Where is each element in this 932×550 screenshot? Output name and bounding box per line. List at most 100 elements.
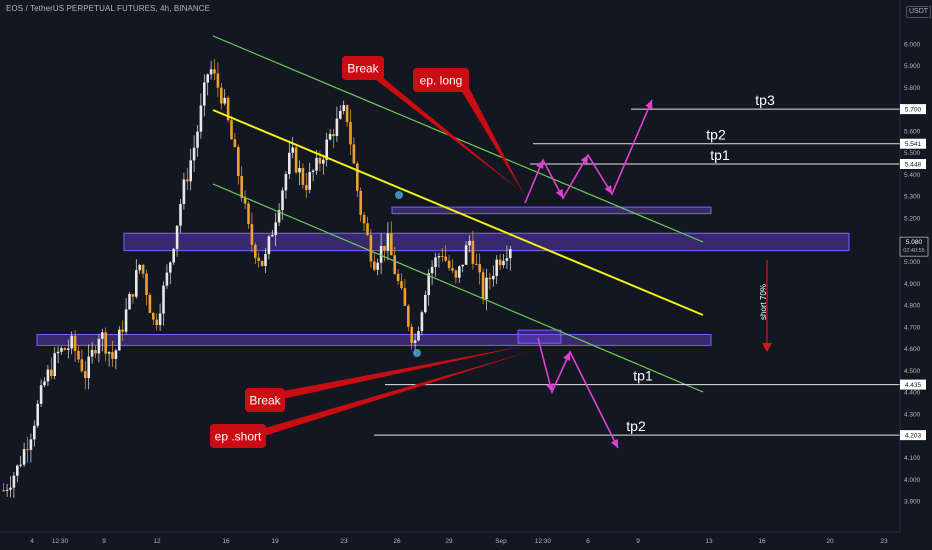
candle-body [70,335,73,349]
candle-body [12,475,16,488]
candle-body [284,174,288,191]
break-top-box [342,56,384,80]
candle-body [264,254,267,266]
projection-arrows-layer: short 70% [524,99,772,449]
candle-body [46,369,50,382]
candle-body [277,210,281,223]
candle-body [366,223,369,236]
candle-body [165,272,169,286]
price-tick-label: 4.600 [904,346,921,353]
candle-body [502,260,505,266]
target-label: tp1 [633,368,653,384]
candle-body [22,449,26,465]
time-tick-label: 19 [271,538,279,545]
price-badge-bg [900,158,926,169]
candle-body [162,285,165,314]
price-tick-label: 4.500 [904,368,921,375]
candle-body [495,259,498,276]
lower-support-zone [36,334,712,346]
price-badge-label: 5.700 [905,107,922,114]
candle-body [291,147,294,153]
zones-layer [36,206,850,346]
time-tick-label: 12 [153,538,161,545]
candle-body [430,266,434,274]
target-label: tp1 [710,147,730,163]
candle-body [352,144,356,164]
candle-body [454,270,458,278]
candle-body [43,381,46,386]
target-label: tp3 [755,92,775,108]
candle-body [407,305,410,327]
price-tick-label: 4.700 [904,324,921,331]
candle-body [339,111,342,119]
candle-body [478,263,481,273]
candle-body [5,489,9,491]
time-tick-label: 12:30 [52,538,69,545]
candle-body [26,449,29,451]
candle-body [135,270,138,297]
candle-body [260,260,264,266]
candle-body [247,203,250,225]
price-tick-label: 4.100 [904,455,921,462]
price-tick-label: 5.600 [904,128,921,135]
candle-body [359,190,362,215]
arrowhead [555,189,563,198]
time-tick-label: 23 [340,538,348,545]
candle-body [322,159,325,164]
candle-body [39,385,43,404]
candle-body [33,425,36,440]
candle-body [505,258,509,261]
candle-body [373,261,376,270]
candle-body [410,326,413,343]
price-badge-label: 4.435 [905,382,922,389]
candle-body [356,163,359,191]
symbol-title: EOS / TetherUS PERPETUAL FUTURES, 4h, BI… [6,4,211,13]
candle-body [498,259,502,266]
target-lines-layer: tp3 tp2 tp1 tp1 tp2 [374,92,905,436]
candle-body [488,277,492,280]
candle-body [420,312,424,332]
candle-body [288,152,291,175]
candle-body [308,172,311,190]
price-tick-label: 3.900 [904,499,921,506]
candle-body [468,240,471,246]
candle-body [369,235,373,262]
current-price-label: 5.080 [906,239,923,246]
time-tick-label: 6 [586,538,590,545]
price-tick-label: 5.900 [904,63,921,70]
arrowhead [546,383,554,392]
candle-body [114,350,118,359]
candle-body [145,273,148,295]
time-tick-label: 12:30 [535,538,552,545]
time-tick-label: Sep [495,538,507,545]
candle-body [97,338,101,354]
price-tick-label: 5.800 [904,85,921,92]
candle-body [318,157,322,164]
price-tick-label: 4.800 [904,303,921,310]
candle-body [107,352,111,354]
candle-body [50,369,53,377]
candle-body [427,273,430,295]
candle-body [111,352,114,359]
candle-body [199,105,203,132]
candle-body [84,371,87,379]
candle-body [424,294,427,313]
candle-body [444,256,447,261]
current-price-badge [899,236,929,257]
candle-body [179,204,182,226]
candle-body [417,331,420,341]
break-bottom-box [245,388,285,412]
price-badge-label: 5.448 [905,161,922,168]
time-tick-label: 16 [222,538,230,545]
candle-body [213,69,216,74]
candle-body [80,359,84,372]
price-tick-label: 4.400 [904,390,921,397]
entry-short-pointer [258,352,528,438]
break-bottom-pointer [278,346,524,400]
short-measure-arrowhead [762,343,772,352]
time-tick-label: 4 [30,538,34,545]
candle-body [131,293,135,297]
candles-layer [2,59,512,498]
currency-badge[interactable]: USDT [906,6,932,18]
